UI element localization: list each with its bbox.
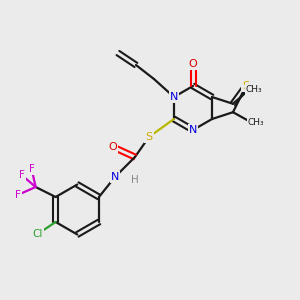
Text: O: O bbox=[109, 142, 117, 152]
Text: CH₃: CH₃ bbox=[246, 85, 262, 94]
Text: O: O bbox=[189, 59, 197, 69]
Text: S: S bbox=[146, 132, 152, 142]
Text: F: F bbox=[15, 190, 21, 200]
Text: N: N bbox=[170, 92, 178, 102]
Text: F: F bbox=[29, 164, 34, 174]
Text: F: F bbox=[19, 170, 25, 180]
Text: N: N bbox=[189, 125, 197, 135]
Text: N: N bbox=[111, 172, 119, 182]
Text: CH₃: CH₃ bbox=[248, 118, 264, 127]
Text: H: H bbox=[131, 175, 139, 185]
Text: Cl: Cl bbox=[32, 229, 43, 239]
Text: S: S bbox=[242, 81, 250, 91]
